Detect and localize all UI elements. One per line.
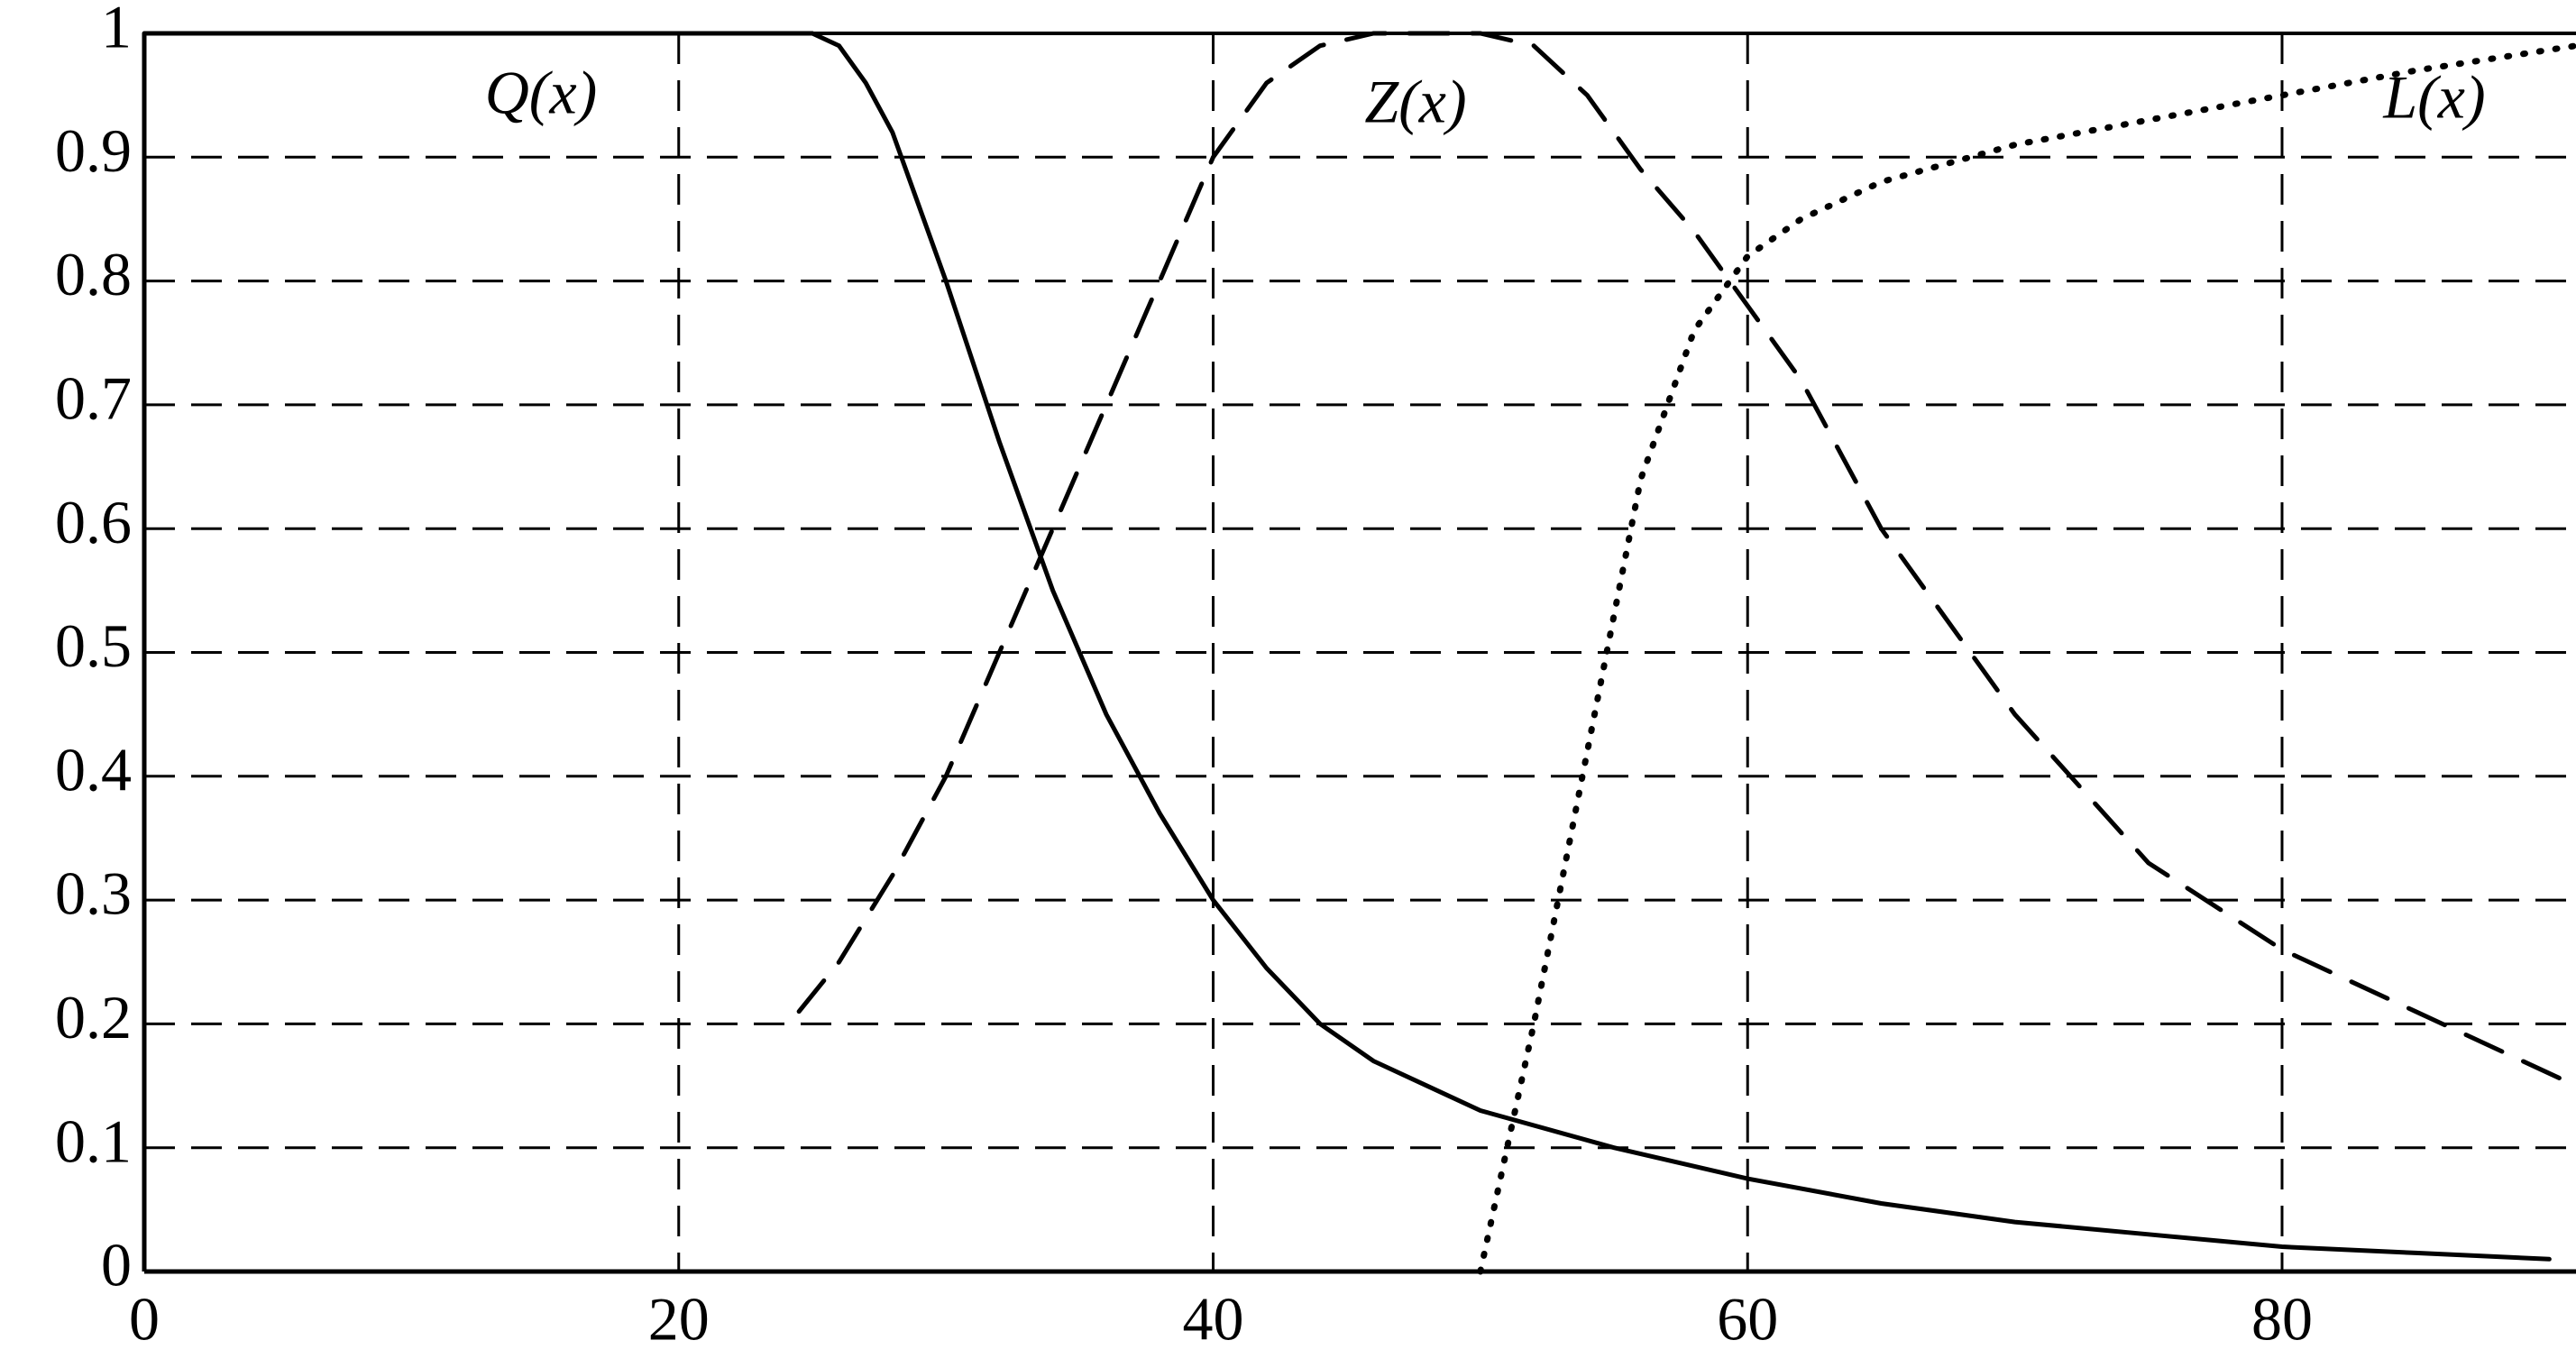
series-label: L(x) xyxy=(2382,63,2485,132)
series-line xyxy=(1477,42,2576,1275)
y-tick-label: 0.1 xyxy=(55,1106,132,1175)
y-tick-label: 0.6 xyxy=(55,488,132,556)
x-tick-label: 60 xyxy=(1717,1285,1778,1354)
series-line xyxy=(142,31,2552,1262)
y-tick-label: 0.9 xyxy=(55,116,132,185)
y-tick-label: 0.4 xyxy=(55,735,132,803)
series-line xyxy=(796,31,2576,1088)
y-tick-label: 0.3 xyxy=(55,859,132,928)
x-tick-label: 0 xyxy=(129,1285,160,1354)
y-tick-label: 0.2 xyxy=(55,983,132,1051)
series-label: Z(x) xyxy=(1364,68,1466,136)
y-tick-label: 0 xyxy=(101,1231,132,1299)
x-tick-label: 80 xyxy=(2251,1285,2313,1354)
y-tick-label: 0.7 xyxy=(55,364,132,433)
y-tick-label: 0.5 xyxy=(55,611,132,680)
y-tick-label: 1 xyxy=(101,0,132,61)
x-tick-label: 20 xyxy=(648,1285,710,1354)
x-tick-label: 40 xyxy=(1182,1285,1243,1354)
series-label: Q(x) xyxy=(485,59,598,127)
y-tick-label: 0.8 xyxy=(55,240,132,308)
